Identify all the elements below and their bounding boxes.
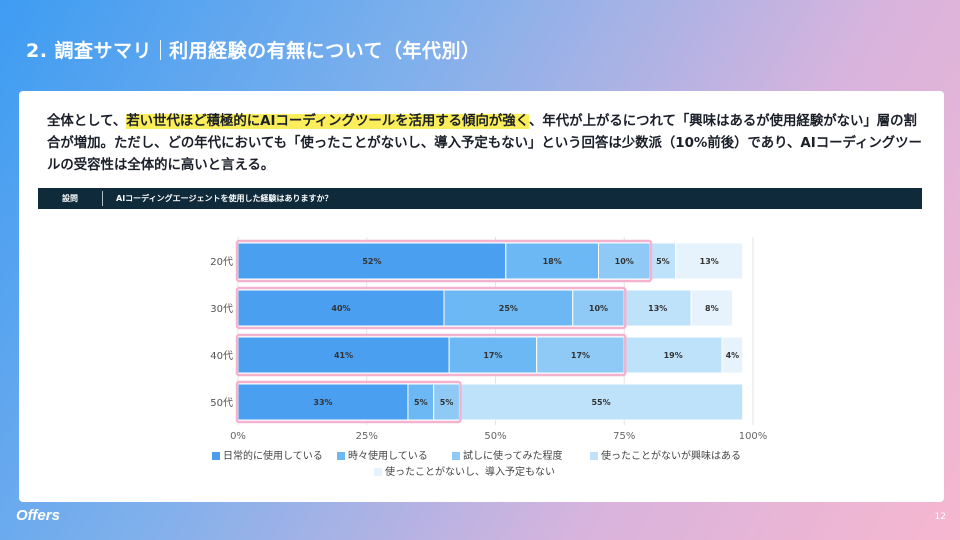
data-label: 17% [571,351,590,360]
data-label: 41% [334,351,353,360]
content-card: 全体として、若い世代ほど積極的にAIコーディングツールを活用する傾向が強く、年代… [19,91,944,502]
data-label: 25% [499,304,518,313]
question-label: 設問 [62,194,78,203]
bar-segment [721,336,744,374]
legend-swatch [374,468,382,476]
category-label: 40代 [210,350,233,362]
bar-segment [572,289,625,327]
x-tick-label: 25% [356,431,378,442]
offers-logo: Offers [16,507,60,524]
data-label: 13% [700,257,719,266]
question-text: AIコーディングエージェントを使用した経験はありますか？ [116,194,333,203]
x-tick-label: 100% [739,431,768,442]
data-label: 5% [656,257,670,266]
summary-highlight: 若い世代ほど積極的にAIコーディングツールを活用する傾向が強く [126,114,530,129]
legend-swatch [337,452,345,460]
x-tick-label: 50% [484,431,506,442]
data-label: 5% [414,398,428,407]
legend-label: 試しに使ってみた程度 [463,449,563,462]
highlight-outline [235,239,653,283]
data-label: 40% [331,304,350,313]
bar-segment [407,383,435,421]
data-label: 13% [648,304,667,313]
data-label: 5% [440,398,454,407]
data-label: 4% [726,351,740,360]
section-title: 2. 調査サマリ [26,40,153,62]
summary-after: 、年代が上がるにつれて「興味はあるが使用経験がない」層の割合が増加。ただし、どの… [47,114,922,173]
summary-text: 全体として、若い世代ほど積極的にAIコーディングツールを活用する傾向が強く、年代… [47,111,922,177]
slide-title: 2. 調査サマリ 利用経験の有無について（年代別） [26,36,481,63]
category-label: 50代 [210,397,233,409]
bar-segment [536,336,625,374]
x-tick-label: 75% [613,431,635,442]
legend-label: 日常的に使用している [223,449,323,462]
legend-label: 時々使用している [348,449,428,462]
bar-segment [623,336,723,374]
highlight-outline [235,380,462,424]
page-number: 12 [934,512,946,522]
bar-segment [690,289,733,327]
legend-swatch [212,452,220,460]
bar-segment [505,242,599,280]
data-label: 33% [313,398,332,407]
x-tick-label: 0% [230,431,246,442]
title-separator [160,40,162,60]
category-label: 30代 [210,303,233,315]
legend-label: 使ったことがないし、導入予定もない [385,465,555,478]
data-label: 55% [591,398,610,407]
data-label: 18% [543,257,562,266]
bar-segment [237,242,507,280]
data-label: 10% [615,257,634,266]
category-label: 20代 [210,256,233,268]
bar-segment [623,289,692,327]
legend-swatch [590,452,598,460]
stacked-bar-chart: 0% 25% 50% 75% 100% 20代 52% 18% 10% 5% 13% 30代 40% 25… [210,237,768,478]
section-subtitle: 利用経験の有無について（年代別） [169,40,481,62]
data-label: 17% [483,351,502,360]
question-bar: 設問 AIコーディングエージェントを使用した経験はありますか？ [38,188,922,209]
highlight-outline [235,333,627,377]
legend-swatch [452,452,460,460]
highlight-outline [235,286,627,330]
question-divider [102,191,103,206]
bar-segment [675,242,744,280]
bar-segment [237,336,450,374]
bar-segment [433,383,460,421]
bar-segment [237,383,409,421]
data-label: 19% [664,351,683,360]
data-label: 8% [705,304,719,313]
bar-segment [649,242,677,280]
legend-label: 使ったことがないが興味はある [601,449,741,462]
bar-segment [443,289,574,327]
data-label: 52% [362,257,381,266]
bar-segment [598,242,651,280]
data-label: 10% [589,304,608,313]
summary-before: 全体として、 [47,114,127,129]
bar-segment [237,289,445,327]
bar-segment [448,336,538,374]
bar-segment [458,383,744,421]
